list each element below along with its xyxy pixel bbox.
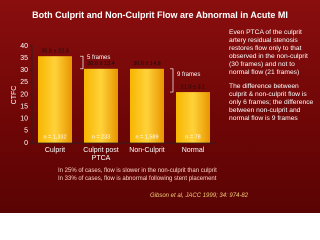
y-tick-label: 35 xyxy=(20,55,28,62)
y-tick-label: 25 xyxy=(20,79,28,86)
footer-line: In 33% of cases, flow is abnormal follow… xyxy=(58,176,217,182)
bar xyxy=(84,68,118,143)
y-tick-label: 0 xyxy=(24,140,28,147)
y-tick-label: 10 xyxy=(20,116,28,123)
citation: Gibson et al, JACC 1999; 34: 974-82 xyxy=(150,193,249,199)
x-tick-label: Culprit post PTCA xyxy=(83,147,119,162)
bar xyxy=(38,56,72,144)
slide-title: Both Culprit and Non-Culprit Flow are Ab… xyxy=(32,10,288,20)
value-label: 30.6 ± 13.4 xyxy=(87,61,114,67)
bar xyxy=(176,92,210,143)
chart: CTFC 0 5 10 15 20 25 30 35 40 35.8 ± 22.3 n = 1,33… xyxy=(11,43,216,147)
annotation: 9 frames xyxy=(177,72,200,78)
slide: Both Culprit and Non-Culprit Flow are Ab… xyxy=(0,0,320,213)
value-label: 35.8 ± 22.3 xyxy=(41,49,68,55)
note: Even PTCA of the culprit artery residual… xyxy=(229,29,308,76)
y-tick-label: 40 xyxy=(20,43,28,50)
sample-label: n = 1,332 xyxy=(43,134,66,140)
y-tick-label: 5 xyxy=(24,128,28,135)
note: The difference between culprit & non-cul… xyxy=(229,83,314,123)
bracket xyxy=(80,55,84,70)
y-tick-label: 15 xyxy=(20,103,28,110)
x-tick-label: Non-Culprit xyxy=(129,147,165,154)
sample-label: n = 233 xyxy=(92,134,111,140)
y-axis-label: CTFC xyxy=(11,86,18,105)
value-label: 21.0 ± 3.1 xyxy=(181,85,205,91)
annotation: 5 frames xyxy=(87,55,110,61)
x-tick-label: Culprit xyxy=(44,147,66,154)
footer-notes: In 25% of cases, flow is slower in the n… xyxy=(58,167,258,183)
x-tick-label: Normal xyxy=(181,147,205,154)
footer-line: In 25% of cases, flow is slower in the n… xyxy=(58,168,217,174)
sample-label: n = 78 xyxy=(185,134,200,140)
y-tick-label: 20 xyxy=(20,91,28,98)
bracket xyxy=(170,68,174,93)
side-notes: Even PTCA of the culprit artery residual… xyxy=(229,29,317,130)
bar xyxy=(130,68,164,143)
y-tick-label: 30 xyxy=(20,67,28,74)
value-label: 30.6 ± 14.8 xyxy=(133,61,160,67)
sample-label: n = 1,589 xyxy=(135,134,158,140)
